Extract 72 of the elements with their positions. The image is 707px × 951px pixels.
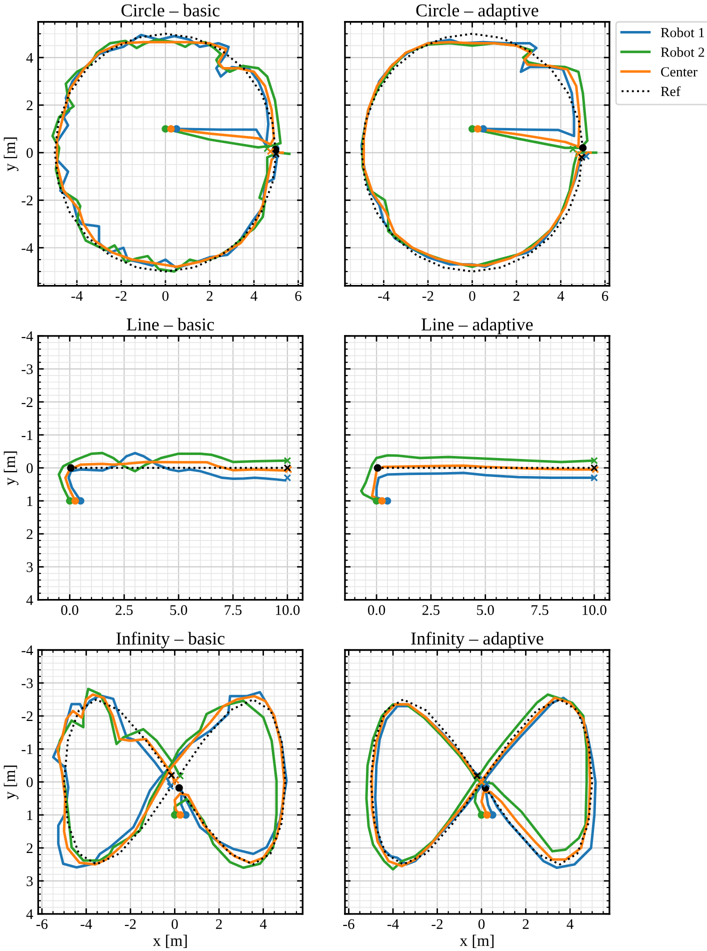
chart-title: Circle – basic (122, 4, 220, 16)
x-tick-label: 2 (522, 919, 529, 929)
chart-title: Circle – adaptive (416, 4, 538, 20)
y-tick-label: -2 (22, 397, 33, 407)
x-tick-label: 5.0 (477, 605, 494, 616)
x-tick-label: 0.0 (61, 605, 78, 616)
y-tick-label: 0 (26, 463, 33, 474)
x-tick-label: 4 (260, 919, 267, 929)
y-tick-label: -1 (22, 744, 32, 754)
x-tick-label: 6 (295, 291, 302, 301)
x-tick-label: 10.0 (276, 605, 300, 616)
x-tick-label: -2 (124, 919, 136, 929)
x-tick-label: 4 (250, 291, 258, 301)
x-tick-label: -4 (71, 291, 83, 301)
y-axis-title: y [m] (4, 137, 18, 172)
y-tick-label: 3 (26, 562, 33, 572)
y-tick-label: 0 (26, 148, 33, 158)
y-axis-title: y [m] (4, 766, 18, 800)
y-tick-label: 4 (26, 52, 34, 63)
x-tick-label: 0 (469, 291, 476, 301)
y-tick-label: -2 (22, 196, 33, 206)
y-tick-label: 1 (27, 810, 32, 820)
x-tick-label: -4 (387, 919, 399, 929)
legend-label: Ref (660, 86, 681, 96)
y-axis-title: y [m] (4, 452, 18, 486)
x-tick-label: 7.5 (224, 605, 242, 616)
x-tick-label: 2.5 (116, 605, 133, 616)
x-tick-label: 6 (602, 291, 608, 301)
x-tick-label: -2 (432, 919, 443, 929)
y-tick-label: 2 (26, 529, 33, 539)
y-tick-label: -3 (22, 678, 33, 688)
x-tick-label: -2 (116, 291, 126, 301)
legend-label: Center (661, 67, 698, 77)
x-tick-label: -6 (36, 919, 48, 930)
y-tick-label: 3 (26, 876, 33, 886)
chart-title: Infinity – basic (116, 632, 225, 648)
x-tick-label: 4 (557, 291, 564, 301)
y-tick-label: 2 (26, 100, 33, 110)
x-tick-label: 0.0 (368, 605, 386, 616)
chart-title: Infinity – adaptive (411, 632, 544, 648)
x-tick-label: 7.5 (532, 605, 548, 616)
x-tick-label: -2 (422, 291, 434, 301)
y-tick-label: 4 (26, 909, 34, 919)
y-tick-label: -3 (22, 364, 33, 374)
chart-title: Line – basic (126, 318, 214, 331)
x-tick-label: 10.0 (582, 605, 606, 616)
x-tick-label: 0 (172, 919, 178, 930)
x-tick-label: 5.0 (170, 605, 188, 616)
y-tick-label: 4 (26, 595, 34, 605)
y-tick-label: -1 (22, 430, 32, 440)
y-tick-label: -4 (22, 331, 34, 341)
x-tick-label: -4 (378, 291, 390, 301)
legend-label: Robot 1 (660, 28, 704, 38)
x-tick-label: 2.5 (422, 605, 440, 616)
x-tick-label: 2 (216, 919, 222, 929)
x-axis-title: x [m] (460, 934, 494, 948)
x-tick-label: -6 (343, 919, 354, 930)
x-tick-label: 4 (566, 919, 574, 929)
x-axis-title: x [m] (153, 934, 187, 948)
y-tick-label: -2 (22, 711, 33, 722)
y-tick-label: -4 (22, 645, 34, 656)
y-tick-label: 1 (27, 496, 32, 506)
x-tick-label: 2 (206, 291, 213, 301)
chart-title: Line – adaptive (422, 318, 533, 334)
y-tick-label: -4 (22, 243, 34, 253)
x-tick-label: 0 (478, 919, 485, 930)
x-tick-label: 2 (513, 291, 520, 301)
y-tick-label: 0 (26, 777, 33, 788)
legend-label: Robot 2 (660, 47, 704, 57)
x-tick-label: -4 (80, 919, 92, 929)
x-tick-label: 0 (162, 291, 169, 301)
y-tick-label: 2 (26, 843, 33, 853)
